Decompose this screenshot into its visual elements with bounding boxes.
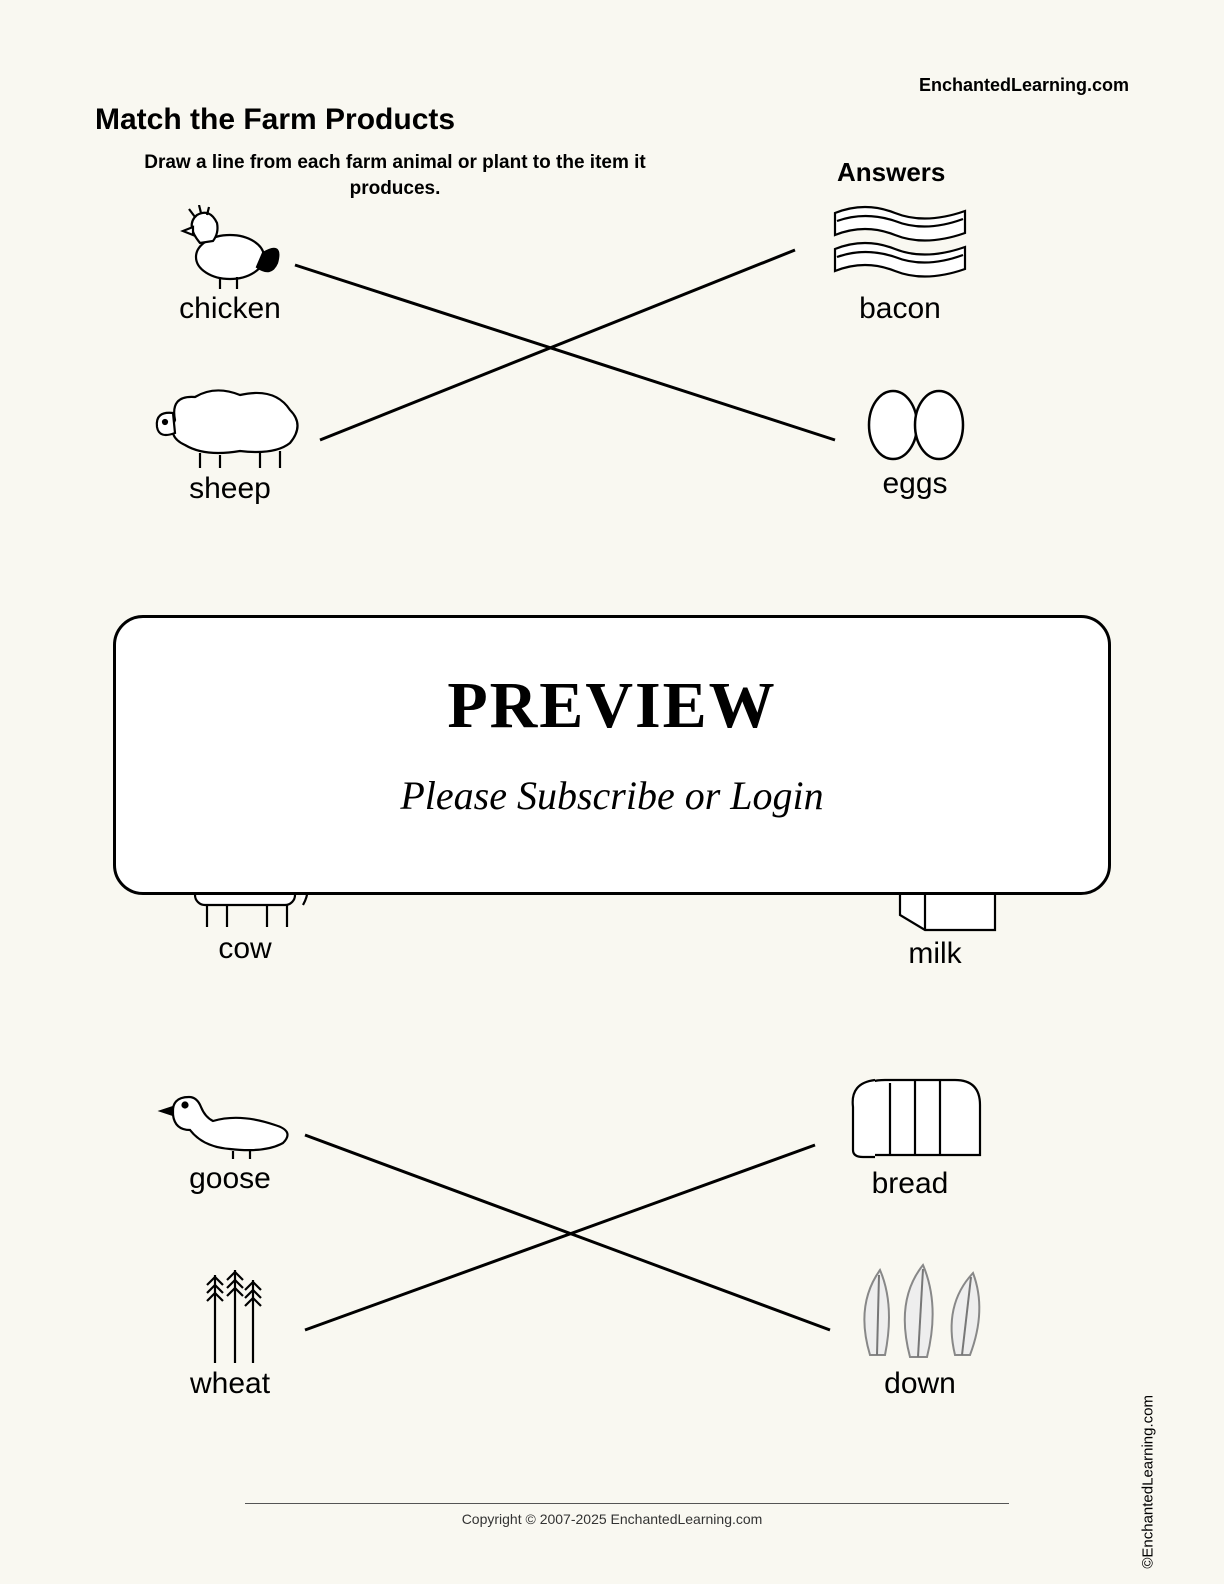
feather-icon	[845, 1255, 995, 1365]
item-wheat: wheat	[155, 1255, 305, 1401]
item-goose: goose	[145, 1075, 315, 1196]
item-label: sheep	[135, 472, 325, 506]
answers-label: Answers	[837, 157, 945, 188]
page-title: Match the Farm Products	[95, 103, 455, 137]
item-eggs: eggs	[845, 380, 985, 501]
item-label: chicken	[155, 292, 305, 326]
side-copyright: ©EnchantedLearning.com	[1140, 1395, 1157, 1569]
item-label: goose	[145, 1162, 315, 1196]
item-label: bacon	[815, 292, 985, 326]
eggs-icon	[855, 380, 975, 465]
item-label: eggs	[845, 467, 985, 501]
goose-icon	[155, 1075, 305, 1160]
item-sheep: sheep	[135, 375, 325, 506]
footer-copyright: Copyright © 2007-2025 EnchantedLearning.…	[95, 1511, 1129, 1527]
item-bacon: bacon	[815, 195, 985, 326]
item-chicken: chicken	[155, 205, 305, 326]
preview-title: PREVIEW	[116, 668, 1108, 744]
site-link: EnchantedLearning.com	[919, 75, 1129, 96]
worksheet-page: EnchantedLearning.com Match the Farm Pro…	[95, 75, 1129, 1515]
sheep-icon	[145, 375, 315, 470]
item-label: milk	[855, 937, 1015, 971]
bacon-icon	[825, 195, 975, 290]
item-down: down	[835, 1255, 1005, 1401]
item-bread: bread	[825, 1065, 995, 1201]
item-label: bread	[825, 1167, 995, 1201]
instruction-text: Draw a line from each farm animal or pla…	[125, 150, 665, 201]
item-label: down	[835, 1367, 1005, 1401]
wheat-icon	[175, 1255, 285, 1365]
footer-rule	[245, 1503, 1009, 1504]
item-label: wheat	[155, 1367, 305, 1401]
bread-icon	[835, 1065, 985, 1165]
item-label: cow	[155, 932, 335, 966]
preview-overlay: PREVIEW Please Subscribe or Login	[113, 615, 1111, 895]
chicken-icon	[175, 205, 285, 290]
preview-subtitle: Please Subscribe or Login	[116, 772, 1108, 819]
